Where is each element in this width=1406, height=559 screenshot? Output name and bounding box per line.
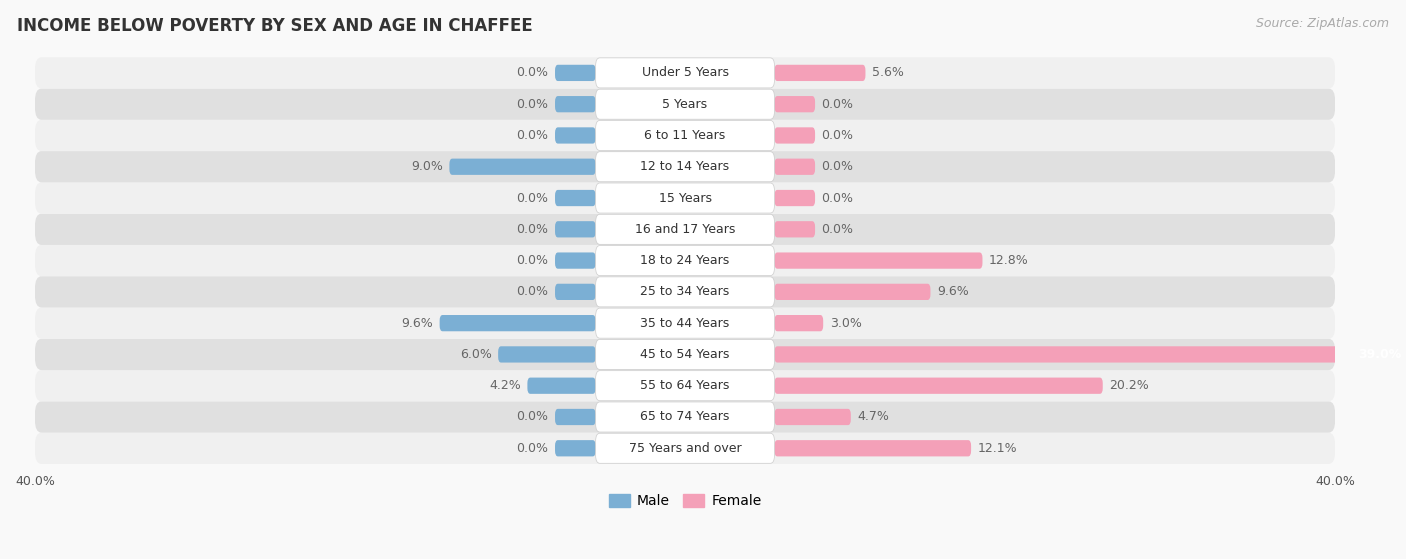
- Text: Under 5 Years: Under 5 Years: [641, 67, 728, 79]
- FancyBboxPatch shape: [775, 253, 983, 269]
- FancyBboxPatch shape: [555, 409, 596, 425]
- Text: 45 to 54 Years: 45 to 54 Years: [640, 348, 730, 361]
- FancyBboxPatch shape: [596, 58, 775, 88]
- FancyBboxPatch shape: [775, 127, 815, 144]
- FancyBboxPatch shape: [555, 221, 596, 238]
- FancyBboxPatch shape: [596, 151, 775, 182]
- FancyBboxPatch shape: [555, 253, 596, 269]
- FancyBboxPatch shape: [35, 151, 1336, 182]
- FancyBboxPatch shape: [35, 401, 1336, 433]
- FancyBboxPatch shape: [35, 276, 1336, 307]
- FancyBboxPatch shape: [35, 339, 1336, 370]
- Text: 5 Years: 5 Years: [662, 98, 707, 111]
- Text: 0.0%: 0.0%: [516, 285, 548, 299]
- Text: 65 to 74 Years: 65 to 74 Years: [640, 410, 730, 424]
- Text: 12.1%: 12.1%: [977, 442, 1017, 455]
- Text: 0.0%: 0.0%: [516, 67, 548, 79]
- Text: 0.0%: 0.0%: [516, 410, 548, 424]
- Text: 4.7%: 4.7%: [858, 410, 889, 424]
- Text: 0.0%: 0.0%: [821, 192, 853, 205]
- Text: 15 Years: 15 Years: [658, 192, 711, 205]
- FancyBboxPatch shape: [498, 346, 596, 363]
- FancyBboxPatch shape: [35, 245, 1336, 276]
- Text: 9.0%: 9.0%: [411, 160, 443, 173]
- FancyBboxPatch shape: [775, 377, 1102, 394]
- Text: 12.8%: 12.8%: [988, 254, 1029, 267]
- Text: 0.0%: 0.0%: [516, 254, 548, 267]
- FancyBboxPatch shape: [775, 440, 972, 456]
- Text: 55 to 64 Years: 55 to 64 Years: [640, 379, 730, 392]
- FancyBboxPatch shape: [596, 371, 775, 401]
- FancyBboxPatch shape: [596, 245, 775, 276]
- FancyBboxPatch shape: [775, 409, 851, 425]
- FancyBboxPatch shape: [596, 308, 775, 338]
- Text: 39.0%: 39.0%: [1358, 348, 1402, 361]
- Text: 0.0%: 0.0%: [821, 129, 853, 142]
- Text: 0.0%: 0.0%: [516, 129, 548, 142]
- FancyBboxPatch shape: [35, 57, 1336, 88]
- Text: 9.6%: 9.6%: [936, 285, 969, 299]
- FancyBboxPatch shape: [555, 96, 596, 112]
- FancyBboxPatch shape: [775, 96, 815, 112]
- FancyBboxPatch shape: [775, 65, 866, 81]
- Text: 0.0%: 0.0%: [516, 192, 548, 205]
- FancyBboxPatch shape: [450, 159, 596, 175]
- FancyBboxPatch shape: [775, 159, 815, 175]
- Text: 0.0%: 0.0%: [516, 98, 548, 111]
- FancyBboxPatch shape: [35, 370, 1336, 401]
- FancyBboxPatch shape: [596, 339, 775, 369]
- Legend: Male, Female: Male, Female: [603, 489, 766, 514]
- FancyBboxPatch shape: [775, 315, 823, 331]
- Text: 0.0%: 0.0%: [821, 98, 853, 111]
- Text: 35 to 44 Years: 35 to 44 Years: [640, 316, 730, 330]
- FancyBboxPatch shape: [596, 120, 775, 150]
- Text: 6 to 11 Years: 6 to 11 Years: [644, 129, 725, 142]
- Text: 0.0%: 0.0%: [516, 442, 548, 455]
- Text: 4.2%: 4.2%: [489, 379, 520, 392]
- FancyBboxPatch shape: [555, 65, 596, 81]
- FancyBboxPatch shape: [596, 433, 775, 463]
- Text: INCOME BELOW POVERTY BY SEX AND AGE IN CHAFFEE: INCOME BELOW POVERTY BY SEX AND AGE IN C…: [17, 17, 533, 35]
- FancyBboxPatch shape: [527, 377, 596, 394]
- Text: 0.0%: 0.0%: [516, 223, 548, 236]
- FancyBboxPatch shape: [596, 183, 775, 213]
- FancyBboxPatch shape: [775, 284, 931, 300]
- Text: Source: ZipAtlas.com: Source: ZipAtlas.com: [1256, 17, 1389, 30]
- FancyBboxPatch shape: [35, 120, 1336, 151]
- Text: 25 to 34 Years: 25 to 34 Years: [640, 285, 730, 299]
- FancyBboxPatch shape: [555, 284, 596, 300]
- FancyBboxPatch shape: [555, 440, 596, 456]
- Text: 20.2%: 20.2%: [1109, 379, 1149, 392]
- FancyBboxPatch shape: [35, 307, 1336, 339]
- Text: 12 to 14 Years: 12 to 14 Years: [641, 160, 730, 173]
- FancyBboxPatch shape: [555, 190, 596, 206]
- FancyBboxPatch shape: [35, 214, 1336, 245]
- FancyBboxPatch shape: [596, 277, 775, 307]
- FancyBboxPatch shape: [775, 346, 1406, 363]
- FancyBboxPatch shape: [596, 402, 775, 432]
- Text: 0.0%: 0.0%: [821, 223, 853, 236]
- FancyBboxPatch shape: [440, 315, 596, 331]
- Text: 6.0%: 6.0%: [460, 348, 492, 361]
- FancyBboxPatch shape: [35, 88, 1336, 120]
- Text: 3.0%: 3.0%: [830, 316, 862, 330]
- Text: 5.6%: 5.6%: [872, 67, 904, 79]
- Text: 75 Years and over: 75 Years and over: [628, 442, 741, 455]
- FancyBboxPatch shape: [35, 433, 1336, 464]
- FancyBboxPatch shape: [775, 190, 815, 206]
- FancyBboxPatch shape: [596, 89, 775, 119]
- FancyBboxPatch shape: [596, 214, 775, 244]
- FancyBboxPatch shape: [775, 221, 815, 238]
- Text: 16 and 17 Years: 16 and 17 Years: [636, 223, 735, 236]
- FancyBboxPatch shape: [555, 127, 596, 144]
- FancyBboxPatch shape: [35, 182, 1336, 214]
- Text: 0.0%: 0.0%: [821, 160, 853, 173]
- Text: 18 to 24 Years: 18 to 24 Years: [640, 254, 730, 267]
- Text: 9.6%: 9.6%: [401, 316, 433, 330]
